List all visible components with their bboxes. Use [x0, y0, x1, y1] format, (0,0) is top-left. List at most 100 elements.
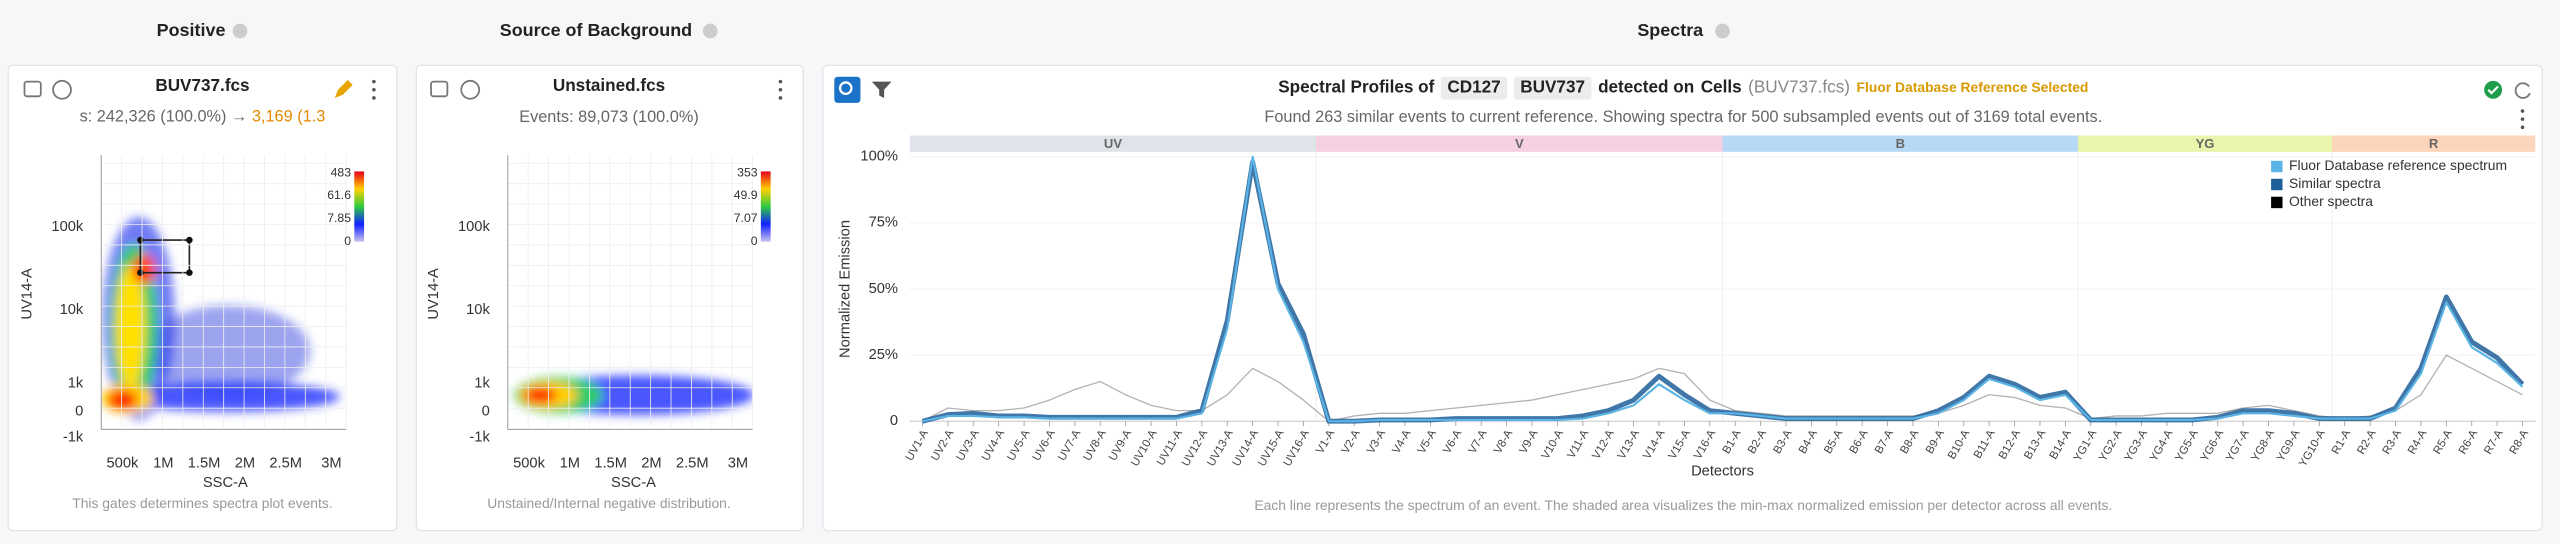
section-title: Source of Background [500, 20, 692, 40]
menu-icon[interactable] [372, 79, 376, 100]
detector-group [1722, 135, 2079, 152]
legend-swatch [2271, 160, 2283, 173]
x-tick-label: 2.5M [676, 456, 709, 472]
hd-icon[interactable] [430, 80, 449, 98]
x-axis-label: SSC-A [203, 475, 248, 491]
colorbar-label: 49.9 [734, 188, 758, 202]
y-tick-label: 0 [75, 403, 83, 419]
title-part: Spectral Profiles of [1278, 77, 1434, 97]
detector-group [909, 135, 1317, 152]
legend-label: Fluor Database reference spectrum [2289, 157, 2507, 173]
title-part: BUV737 [1520, 77, 1585, 97]
y-tick-label: -1k [469, 429, 490, 445]
menu-icon[interactable] [778, 79, 783, 100]
y-tick-label: 50% [869, 281, 898, 297]
event-stats: Events: 89,073 (100.0%) [519, 108, 699, 126]
spectrum-line [922, 155, 2524, 423]
colorbar-label: 353 [737, 165, 758, 179]
detector-group-label: R [2429, 136, 2439, 151]
x-tick-label: 500k [107, 456, 140, 472]
detector-group-label: UV [1104, 136, 1122, 151]
menu-icon[interactable] [2520, 109, 2525, 130]
title-chip [1440, 76, 1508, 100]
y-axis-label: UV14-A [20, 268, 36, 320]
legend-swatch [2271, 196, 2283, 209]
colorbar-label: 61.6 [327, 188, 351, 202]
status-ok [2484, 80, 2503, 99]
colorbar [760, 171, 771, 242]
detector-group-label: B [1896, 136, 1905, 151]
gated-stats: 3,169 (1.3 [252, 108, 325, 126]
help-icon[interactable] [1715, 23, 1730, 39]
y-tick-label: 0 [890, 413, 898, 429]
spectrum-line [922, 354, 2523, 422]
panel [7, 64, 398, 532]
title-part: (BUV737.fcs) [1748, 77, 1850, 97]
status-ok-check [2487, 85, 2499, 95]
section-title: Positive [157, 20, 226, 40]
y-tick-label: 100k [51, 219, 84, 235]
y-axis-label: UV14-A [426, 268, 442, 320]
help-icon[interactable] [232, 23, 248, 39]
section-title: Spectra [1637, 20, 1704, 40]
event-stats: s: 242,326 (100.0%) → 3,169 (1.3 [80, 108, 326, 126]
panel-footer: This gates determines spectra plot event… [72, 495, 332, 511]
chart-title: Spectral Profiles of CD127 BUV737 detected … [1278, 77, 2088, 100]
y-axis-label: Normalized Emission [838, 220, 854, 358]
edit-icon[interactable] [334, 80, 353, 98]
layout: Positive Source of Background Spectra BU… [7, 20, 2543, 532]
legend-label: Other spectra [2289, 193, 2373, 209]
colorbar-label: 483 [331, 165, 352, 179]
y-tick-label: 25% [869, 347, 898, 363]
chart-subtitle: Found 263 similar events to current refe… [1264, 108, 2102, 126]
title-part: detected on [1598, 77, 1694, 97]
refresh-button[interactable] [2514, 82, 2531, 99]
y-tick-label: 100k [458, 219, 491, 235]
detector-group-label: V [1515, 136, 1524, 151]
legend-swatch [2271, 178, 2283, 191]
file-name: BUV737.fcs [155, 75, 249, 95]
x-tick-label: 500k [513, 456, 546, 472]
y-tick-label: 10k [466, 302, 490, 318]
detector-group [2078, 135, 2333, 152]
y-tick-label: 75% [869, 215, 898, 231]
x-tick-label: 1.5M [188, 456, 221, 472]
filter-button[interactable] [871, 81, 892, 98]
x-tick-label: 1.5M [594, 456, 627, 472]
search-button[interactable] [834, 76, 861, 103]
y-tick-label: 0 [482, 403, 490, 419]
y-tick-label: 1k [68, 376, 84, 392]
search-icon [838, 81, 853, 96]
check-icon[interactable] [460, 79, 481, 100]
density-plot [514, 375, 753, 415]
help-icon[interactable] [702, 23, 718, 39]
stats: s: 242,326 (100.0%) → [80, 108, 252, 126]
x-tick-label: 2.5M [269, 456, 302, 472]
y-tick-label: 100% [860, 149, 898, 165]
x-tick-label: 3M [728, 456, 748, 472]
title-chip [1513, 76, 1592, 100]
colorbar [354, 171, 365, 242]
reference-badge: Fluor Database Reference Selected [1857, 79, 2089, 95]
chart-footer: Each line represents the spectrum of an … [1254, 497, 2112, 513]
x-tick-label: 2M [235, 456, 255, 472]
x-axis-label: SSC-A [611, 475, 656, 491]
check-icon[interactable] [52, 79, 72, 100]
colorbar-label: 0 [344, 234, 351, 248]
spectrum-line [921, 159, 2525, 424]
y-tick-label: 10k [60, 302, 84, 318]
colorbar-label: 7.07 [734, 211, 758, 225]
detector-group [2332, 135, 2536, 152]
panel-footer: Unstained/Internal negative distribution… [487, 495, 730, 511]
file-name: Unstained.fcs [553, 75, 665, 95]
legend-label: Similar spectra [2289, 175, 2381, 191]
x-tick-label: 2M [641, 456, 661, 472]
x-tick-label: 1M [560, 456, 580, 472]
panel [822, 64, 2543, 532]
hd-icon[interactable] [23, 80, 42, 98]
x-axis-label: Detectors [1691, 464, 1754, 480]
colorbar-label: 0 [751, 234, 758, 248]
title-part: Cells [1701, 77, 1742, 97]
detector-group [1316, 135, 1723, 152]
